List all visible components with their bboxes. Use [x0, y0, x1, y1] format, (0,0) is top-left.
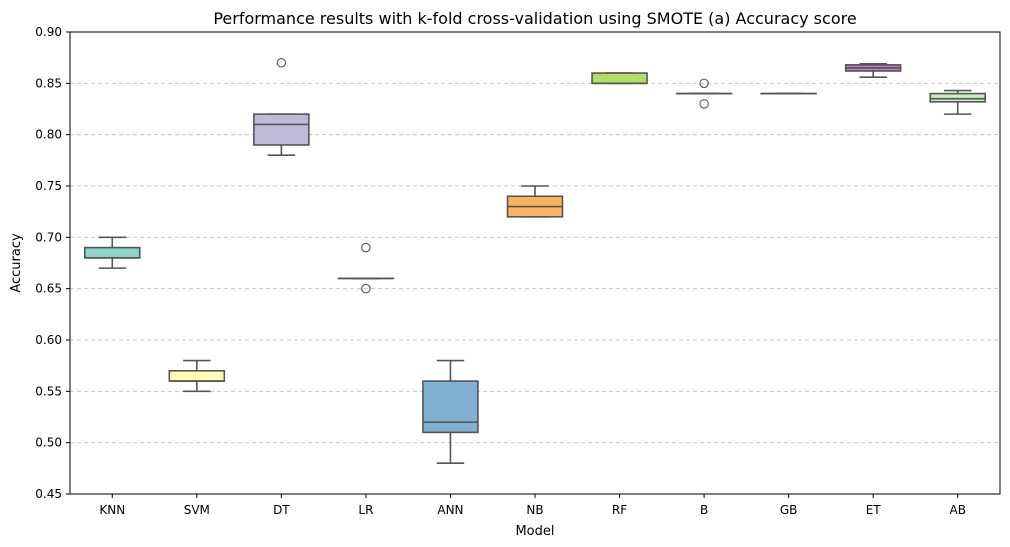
grid-lines [70, 82, 1000, 444]
y-tick-label: 0.65 [35, 282, 62, 296]
box-knn [83, 236, 141, 269]
x-axis-label: Model [515, 524, 554, 539]
y-tick-label: 0.70 [35, 230, 62, 244]
x-tick-label: GB [780, 503, 798, 517]
x-tick-label: RF [612, 503, 627, 517]
box-body [253, 113, 310, 146]
y-tick-label: 0.55 [35, 384, 62, 398]
outlier-point [276, 58, 287, 68]
outlier-point [361, 242, 371, 253]
box-ab [929, 89, 987, 115]
x-tick-label: B [700, 503, 708, 517]
box-nb [506, 185, 564, 218]
y-axis-label: Accuracy [9, 233, 24, 293]
y-tick-label: 0.75 [35, 179, 62, 193]
x-axis: KNN SVM DT LR ANN NB RF B GB ET AB [99, 494, 966, 517]
x-tick-label: KNN [99, 503, 125, 517]
box-ann [422, 359, 479, 465]
box-lr [337, 242, 395, 294]
box-body [929, 92, 987, 103]
x-tick-label: ANN [437, 503, 463, 517]
y-tick-label: 0.90 [35, 25, 62, 39]
box-body [168, 369, 226, 382]
outlier-point [699, 78, 709, 89]
box-dt [253, 58, 310, 156]
outlier-point [361, 283, 371, 294]
box-b [675, 78, 733, 109]
x-tick-label: ET [866, 503, 882, 517]
y-tick-label: 0.60 [35, 333, 62, 347]
x-tick-label: NB [526, 503, 543, 517]
y-tick-label: 0.80 [35, 128, 62, 142]
outlier-point [699, 99, 709, 109]
chart-title: Performance results with k-fold cross-va… [213, 9, 856, 28]
box-body [422, 380, 479, 434]
box-body [83, 246, 141, 259]
y-tick-label: 0.45 [35, 487, 62, 501]
box-svm [168, 359, 226, 393]
box-rf [591, 72, 648, 85]
y-axis: 0.45 0.50 0.55 0.60 0.65 0.70 0.75 0.80 0.85 0.90 [35, 25, 70, 501]
x-tick-label: SVM [184, 503, 210, 517]
box-series [83, 58, 987, 465]
box-body [591, 72, 648, 85]
x-tick-label: LR [358, 503, 373, 517]
x-tick-label: AB [950, 503, 966, 517]
y-tick-label: 0.85 [35, 76, 62, 90]
plot-frame [69, 31, 1001, 495]
y-tick-label: 0.50 [35, 436, 62, 450]
x-tick-label: DT [273, 503, 290, 517]
box-et [844, 63, 902, 78]
